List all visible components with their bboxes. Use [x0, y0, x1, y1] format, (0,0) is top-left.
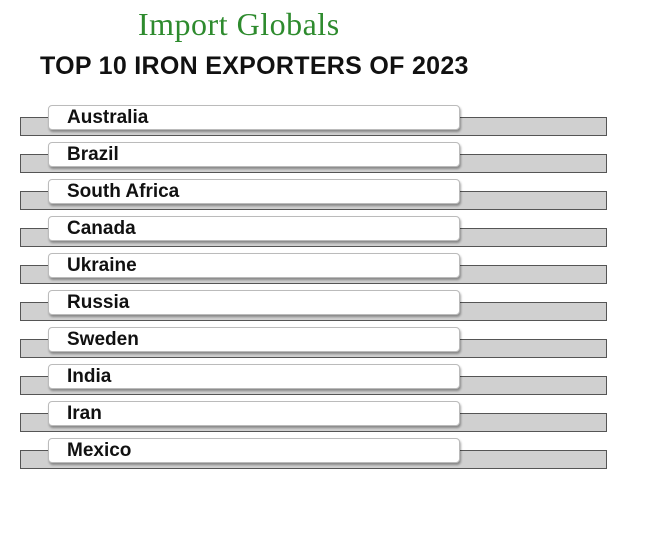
row-box: Iran	[48, 401, 460, 426]
row-box: India	[48, 364, 460, 389]
row-box: Sweden	[48, 327, 460, 352]
row-box: South Africa	[48, 179, 460, 204]
row-box: Mexico	[48, 438, 460, 463]
country-name: Sweden	[67, 329, 139, 350]
country-name: Canada	[67, 218, 136, 239]
country-name: Ukraine	[67, 255, 137, 276]
country-name: Iran	[67, 403, 102, 424]
list-row: Brazil	[0, 142, 650, 182]
list-row: South Africa	[0, 179, 650, 219]
list-row: Mexico	[0, 438, 650, 478]
list-row: Ukraine	[0, 253, 650, 293]
row-box: Brazil	[48, 142, 460, 167]
list-row: Australia	[0, 105, 650, 145]
country-name: South Africa	[67, 181, 180, 202]
country-name: Brazil	[67, 144, 119, 165]
row-box: Canada	[48, 216, 460, 241]
list-row: Canada	[0, 216, 650, 256]
country-name: India	[67, 366, 112, 387]
list-row: India	[0, 364, 650, 404]
row-box: Ukraine	[48, 253, 460, 278]
title: TOP 10 IRON EXPORTERS OF 2023	[40, 52, 469, 80]
row-box: Australia	[48, 105, 460, 130]
row-box: Russia	[48, 290, 460, 315]
country-name: Australia	[67, 107, 149, 128]
list-row: Sweden	[0, 327, 650, 367]
list-row: Iran	[0, 401, 650, 441]
country-name: Mexico	[67, 440, 132, 461]
country-name: Russia	[67, 292, 130, 313]
list-row: Russia	[0, 290, 650, 330]
brand-logo: Import Globals	[138, 6, 340, 42]
